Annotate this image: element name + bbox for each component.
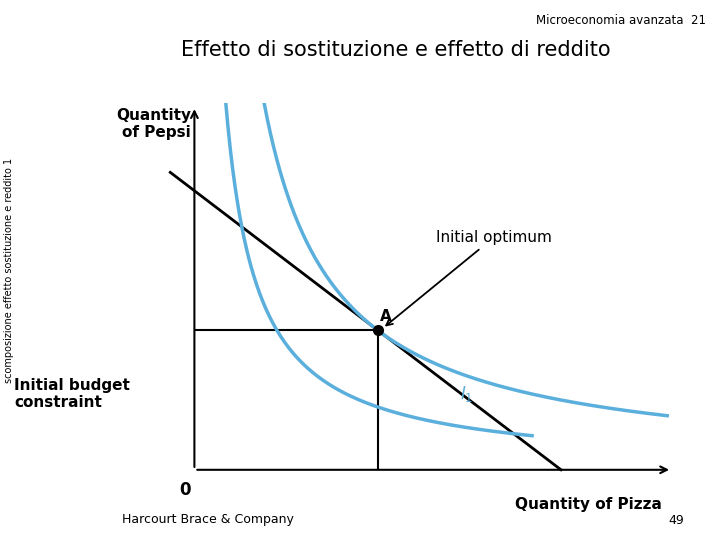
Text: A: A xyxy=(380,309,392,324)
Text: Effetto di sostituzione e effetto di reddito: Effetto di sostituzione e effetto di red… xyxy=(181,40,611,60)
Text: Quantity of Pizza: Quantity of Pizza xyxy=(516,497,662,512)
Text: $I_1$: $I_1$ xyxy=(460,384,473,404)
Text: Quantity
of Pepsi: Quantity of Pepsi xyxy=(116,108,191,140)
Text: Harcourt Brace & Company: Harcourt Brace & Company xyxy=(122,514,294,526)
Text: Initial budget
constraint: Initial budget constraint xyxy=(14,378,130,410)
Text: Initial optimum: Initial optimum xyxy=(386,230,552,326)
Text: 0: 0 xyxy=(179,481,191,499)
Text: 49: 49 xyxy=(668,514,684,526)
Text: scomposizione effetto sostituzione e reddito 1: scomposizione effetto sostituzione e red… xyxy=(4,158,14,382)
Text: Microeconomia avanzata  21: Microeconomia avanzata 21 xyxy=(536,14,706,26)
